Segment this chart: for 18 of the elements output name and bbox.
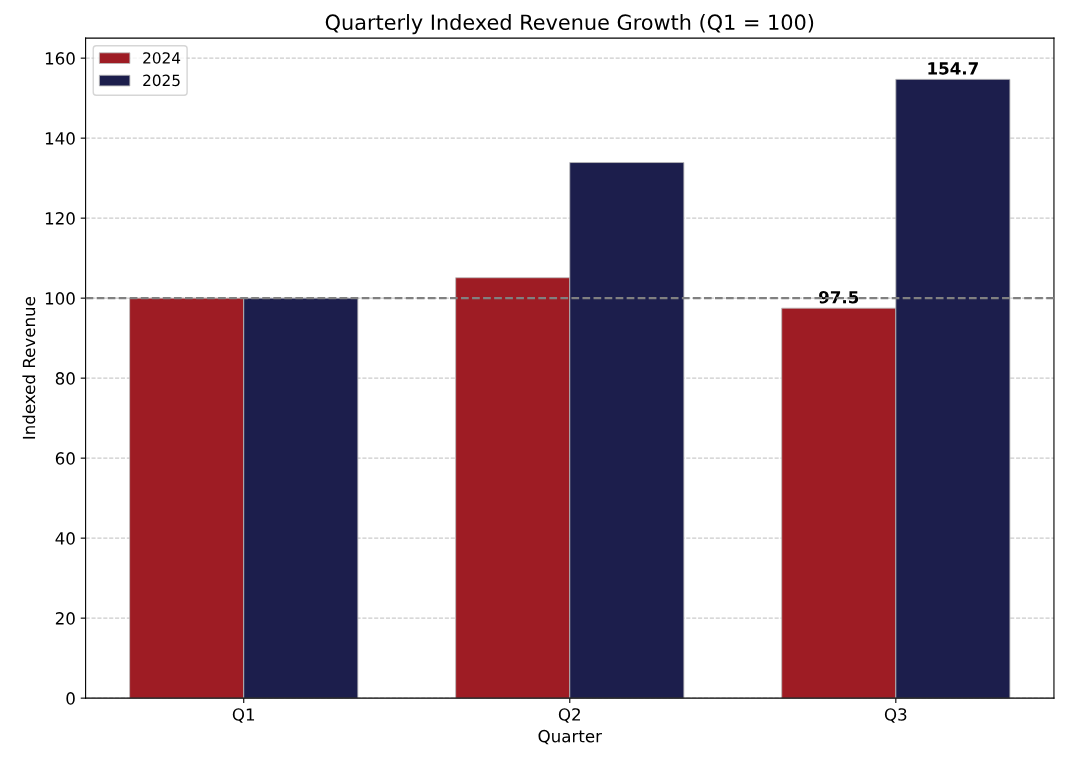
data-label: 154.7 bbox=[928, 62, 978, 75]
y-tick-label: 60 bbox=[55, 452, 75, 465]
y-tick-label: 140 bbox=[45, 132, 75, 145]
x-tick-label: Q2 bbox=[558, 708, 580, 723]
y-tick-label: 20 bbox=[55, 612, 75, 625]
x-tick-label: Q3 bbox=[884, 708, 907, 723]
y-tick-label: 80 bbox=[55, 372, 75, 385]
y-tick-label: 100 bbox=[45, 292, 75, 305]
y-tick-label: 160 bbox=[45, 52, 75, 65]
y-tick-label: 0 bbox=[66, 692, 75, 705]
y-axis-title: Indexed Revenue bbox=[22, 297, 36, 439]
legend-label: 2024 bbox=[143, 52, 181, 64]
x-tick-label: Q1 bbox=[232, 708, 255, 723]
y-tick-label: 40 bbox=[55, 532, 75, 545]
y-tick-label: 120 bbox=[45, 212, 75, 225]
chart-title: Quarterly Indexed Revenue Growth (Q1 = 100) bbox=[325, 13, 814, 35]
legend-label: 2025 bbox=[143, 74, 180, 87]
x-axis-title: Quarter bbox=[538, 729, 602, 745]
